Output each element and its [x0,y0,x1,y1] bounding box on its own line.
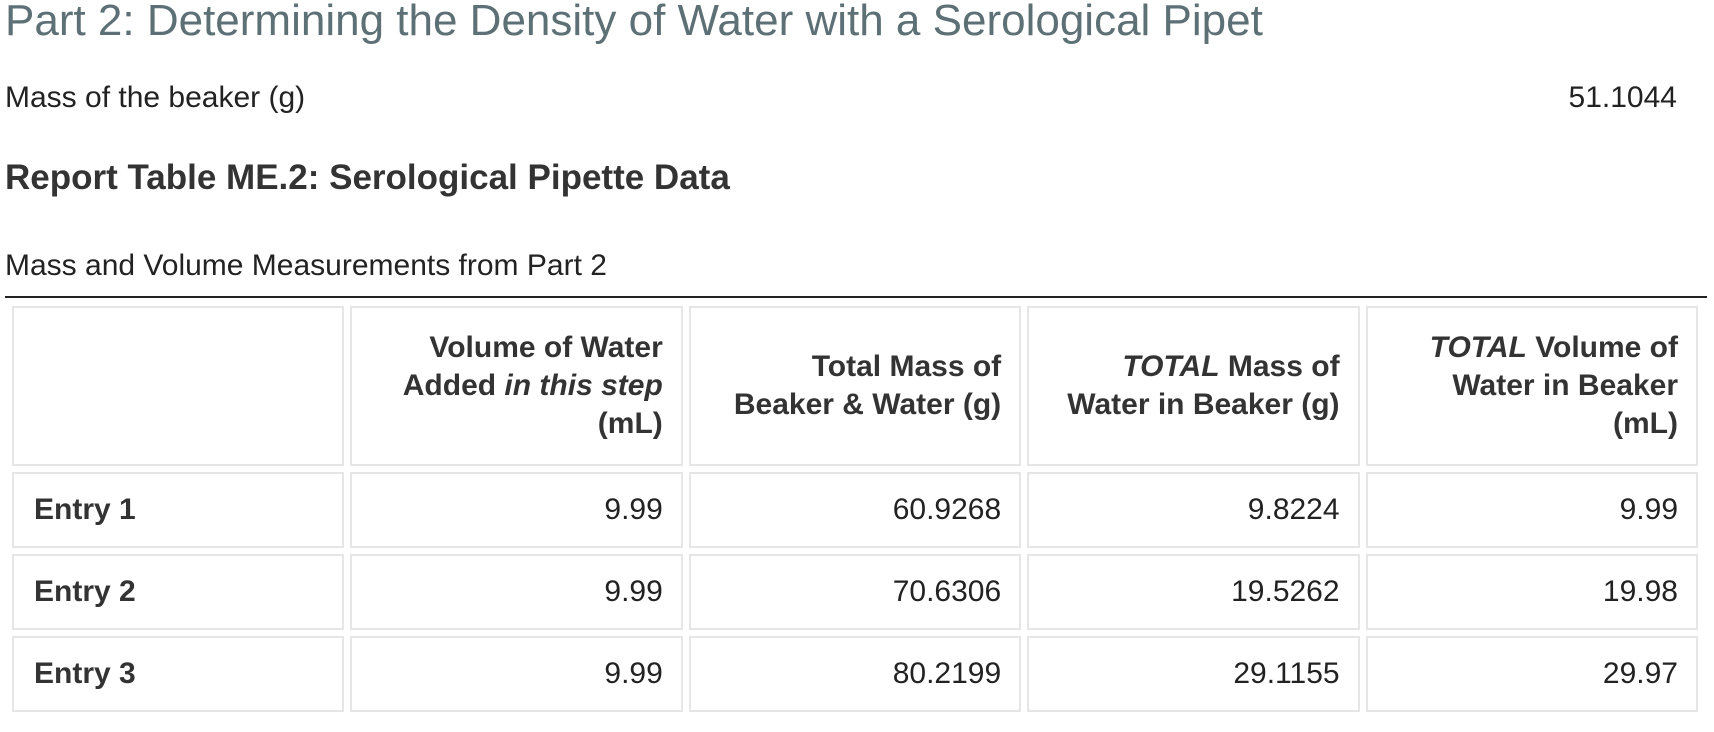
volume-added-cell: 9.99 [350,554,683,630]
row-label: Entry 3 [12,636,345,712]
section-title: Part 2: Determining the Density of Water… [5,0,1263,45]
header-empty-cell [12,306,345,466]
beaker-mass-value: 51.1044 [1568,81,1677,114]
beaker-mass-label: Mass of the beaker (g) [5,81,306,114]
volume-added-cell: 9.99 [350,636,683,712]
total-volume-water-cell: 9.99 [1365,472,1698,548]
total-mass-beaker-water-cell: 80.2199 [688,636,1022,712]
total-mass-water-cell: 19.5262 [1027,554,1360,630]
row-label: Entry 2 [12,554,345,630]
caption-divider [5,296,1707,298]
header-total-mass-water: TOTAL Mass of Water in Beaker (g) [1027,306,1360,466]
row-label: Entry 1 [12,472,345,548]
table-row: Entry 1 9.99 60.9268 9.8224 9.99 [12,472,1698,548]
volume-added-cell: 9.99 [350,472,683,548]
table-caption: Mass and Volume Measurements from Part 2 [5,249,607,282]
total-mass-beaker-water-cell: 60.9268 [688,472,1022,548]
header-volume-added: Volume of Water Added in this step (mL) [350,306,683,466]
total-mass-water-cell: 9.8224 [1027,472,1360,548]
total-volume-water-cell: 29.97 [1365,636,1698,712]
report-table-title: Report Table ME.2: Serological Pipette D… [5,158,730,197]
table-header-row: Volume of Water Added in this step (mL) … [12,306,1698,466]
header-total-mass-beaker-water: Total Mass of Beaker & Water (g) [688,306,1022,466]
table-row: Entry 2 9.99 70.6306 19.5262 19.98 [12,554,1698,630]
beaker-mass-row: Mass of the beaker (g) 51.1044 [5,76,1677,120]
total-mass-beaker-water-cell: 70.6306 [688,554,1022,630]
total-volume-water-cell: 19.98 [1365,554,1698,630]
table-row: Entry 3 9.99 80.2199 29.1155 29.97 [12,636,1698,712]
serological-pipette-data-table: Volume of Water Added in this step (mL) … [6,300,1704,718]
total-mass-water-cell: 29.1155 [1027,636,1360,712]
header-total-volume-water: TOTAL Volume of Water in Beaker (mL) [1365,306,1698,466]
